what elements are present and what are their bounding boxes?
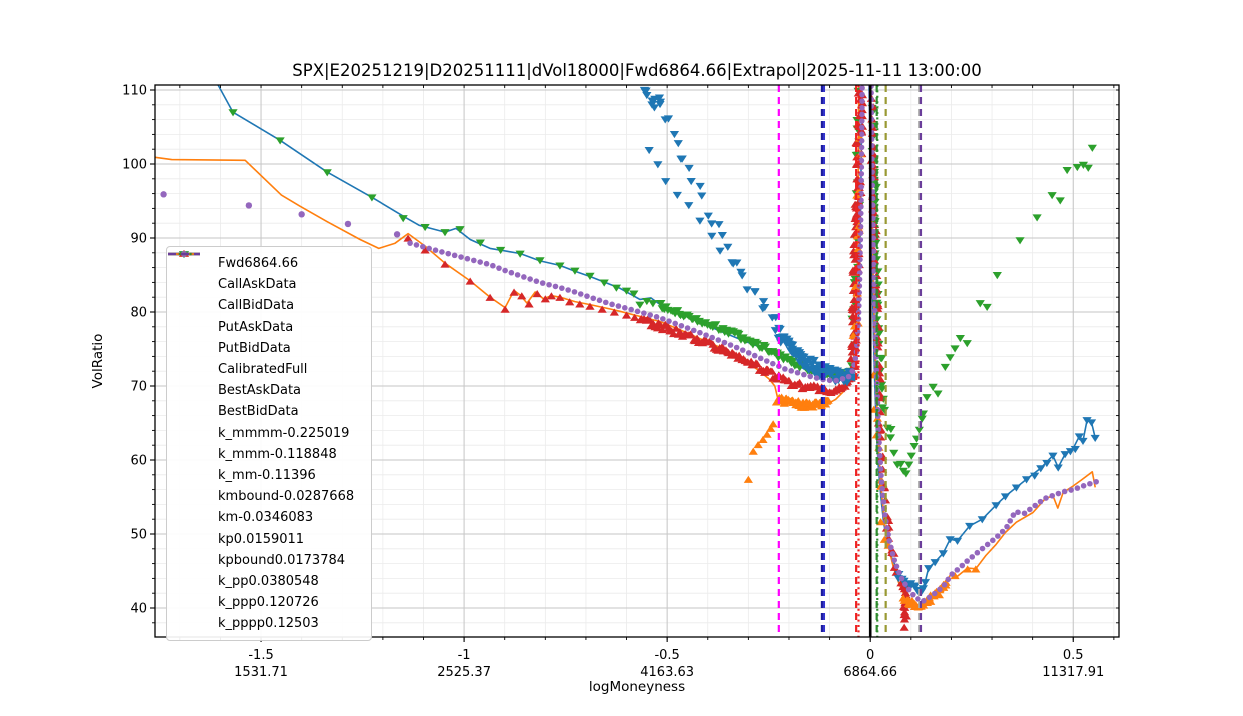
legend-item-CallBidData: CallBidData	[175, 250, 363, 316]
legend-label: k_mm-0.11396	[218, 467, 316, 483]
svg-text:90: 90	[130, 232, 147, 247]
svg-text:100: 100	[122, 158, 147, 173]
svg-text:-1.5: -1.5	[248, 648, 273, 663]
legend-item-k_mmm-0.118848: k_mmm-0.118848	[168, 252, 363, 465]
series-CallAskData	[639, 86, 1100, 596]
series-layer	[155, 85, 1100, 631]
svg-text:11317.91: 11317.91	[1042, 665, 1104, 680]
legend-label: CalibratedFull	[218, 362, 308, 378]
series-CalibratedFull	[160, 85, 1099, 604]
svg-text:0.5: 0.5	[1063, 648, 1084, 663]
legend-label: kpbound0.0173784	[218, 552, 346, 568]
svg-text:2525.37: 2525.37	[437, 665, 491, 680]
svg-text:0: 0	[866, 648, 874, 663]
legend-item-CalibratedFull: CalibratedFull	[175, 251, 363, 380]
legend-item-k_mm-0.11396: k_mm-0.11396	[168, 252, 363, 486]
series-PutBidData	[403, 87, 912, 631]
legend-item-kp0.0159011: kp0.0159011	[168, 252, 363, 549]
legend-item-BestBidData: BestBidData	[168, 253, 363, 422]
legend-label: k_mmm-0.118848	[218, 446, 337, 462]
axes: -1.5 1531.71 -1 2525.37 -0.5 4163.63 0 6864.66 0…	[122, 84, 1120, 680]
legend-label: k_ppp0.120726	[218, 595, 319, 611]
legend-label: k_pppp0.12503	[218, 616, 319, 632]
legend-item-k_pppp0.12503: k_pppp0.12503	[168, 252, 363, 634]
legend-item-k_mmmm-0.225019: k_mmmm-0.225019	[168, 252, 363, 444]
chart-title: SPX|E20251219|D20251111|dVol18000|Fwd686…	[292, 61, 982, 80]
legend-item-Fwd6864.66: Fwd6864.66	[168, 252, 363, 274]
svg-text:80: 80	[130, 306, 147, 321]
svg-text:-1: -1	[458, 648, 471, 663]
legend-label: CallBidData	[218, 298, 295, 314]
svg-text:6864.66: 6864.66	[843, 665, 897, 680]
legend-label: BestBidData	[218, 404, 299, 420]
legend-item-k_pp0.0380548: k_pp0.0380548	[168, 252, 363, 592]
svg-text:70: 70	[130, 380, 147, 395]
legend-item-PutAskData: PutAskData	[175, 251, 363, 338]
y-axis-label: VolRatio	[90, 333, 106, 389]
vlines-layer	[777, 85, 923, 637]
legend: Fwd6864.66 CallAskData CallBidData PutAskDa…	[166, 246, 372, 642]
legend-label: BestAskData	[218, 383, 302, 399]
svg-text:50: 50	[130, 528, 147, 543]
legend-label: PutBidData	[218, 340, 291, 356]
legend-item-kpbound0.0173784: kpbound0.0173784	[168, 252, 363, 571]
legend-label: CallAskData	[218, 277, 297, 293]
legend-item-PutBidData: PutBidData	[175, 250, 363, 359]
legend-label: kmbound-0.0287668	[218, 489, 355, 505]
legend-item-BestAskData: BestAskData	[168, 253, 363, 401]
legend-label: k_pp0.0380548	[218, 573, 319, 589]
legend-label: Fwd6864.66	[218, 256, 299, 272]
legend-label: k_mmmm-0.225019	[218, 425, 350, 441]
plot-area: -1.5 1531.71 -1 2525.37 -0.5 4163.63 0 6864.66 0…	[122, 84, 1120, 680]
svg-text:1531.71: 1531.71	[234, 665, 288, 680]
svg-text:40: 40	[130, 602, 147, 617]
gridlines	[155, 85, 1119, 637]
legend-item-k_ppp0.120726: k_ppp0.120726	[168, 252, 363, 613]
svg-text:110: 110	[122, 84, 147, 99]
x-axis-label: logMoneyness	[588, 679, 686, 695]
legend-label: km-0.0346083	[218, 510, 314, 526]
legend-item-km-0.0346083: km-0.0346083	[168, 252, 363, 528]
svg-text:60: 60	[130, 454, 147, 469]
legend-label: kp0.0159011	[218, 531, 305, 547]
legend-label: PutAskData	[218, 319, 294, 335]
legend-item-CallAskData: CallAskData	[175, 251, 363, 295]
svg-text:4163.63: 4163.63	[640, 665, 694, 680]
svg-text:-0.5: -0.5	[654, 648, 679, 663]
legend-item-kmbound-0.0287668: kmbound-0.0287668	[168, 252, 363, 507]
